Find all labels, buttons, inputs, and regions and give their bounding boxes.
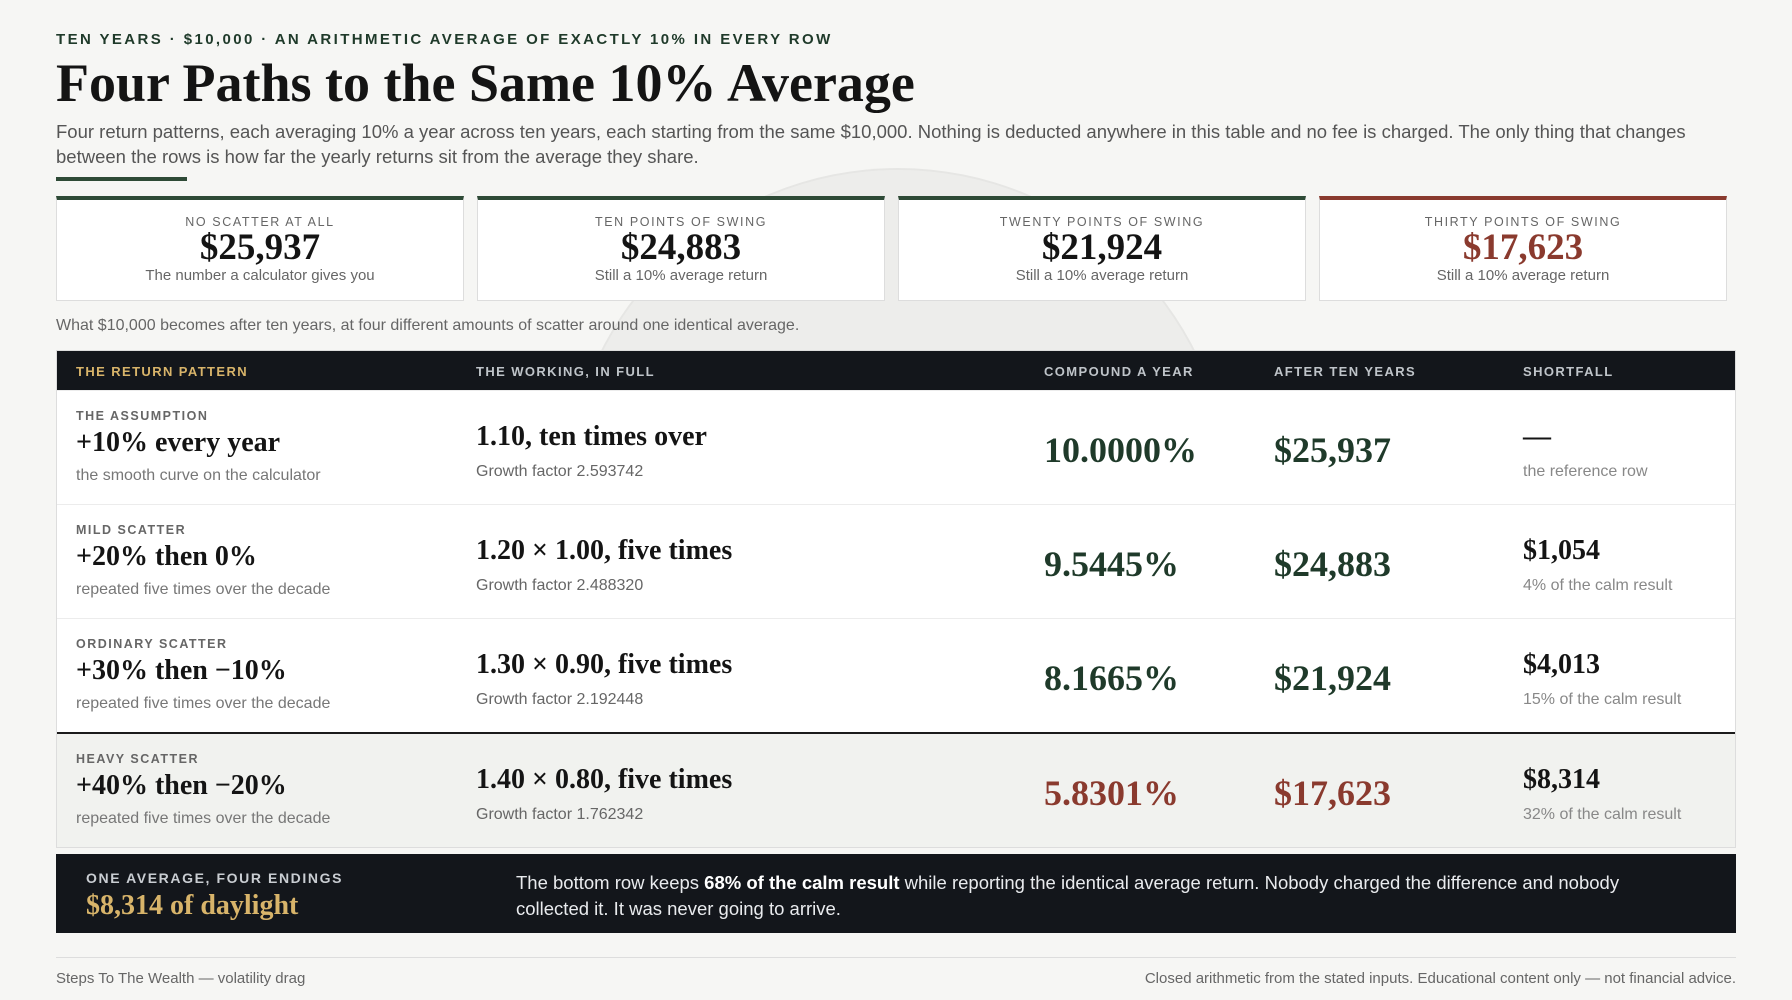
column-header: THE WORKING, IN FULL xyxy=(476,364,655,379)
pattern-label: HEAVY SCATTER xyxy=(76,752,199,766)
card-note: Still a 10% average return xyxy=(1436,267,1610,284)
card-label: THIRTY POINTS OF SWING xyxy=(1424,215,1622,229)
table-row: THE ASSUMPTION +10% every year the smooth … xyxy=(57,390,1735,504)
stat-card: THIRTY POINTS OF SWING $17,623 Still a 10%… xyxy=(1319,196,1727,301)
stat-card: TEN POINTS OF SWING $24,883 Still a 10% av… xyxy=(477,196,885,301)
growth-factor: Growth factor 2.192448 xyxy=(476,691,644,708)
shortfall-note: 32% of the calm result xyxy=(1523,806,1682,823)
table-header: THE RETURN PATTERN THE WORKING, IN FULL CO… xyxy=(57,351,1735,390)
compound-rate: 9.5445% xyxy=(1044,544,1179,584)
kicker: TEN YEARS · $10,000 · AN ARITHMETIC AVER… xyxy=(56,31,833,48)
column-header: THE RETURN PATTERN xyxy=(76,364,249,379)
pattern: +30% then −10% xyxy=(76,655,287,686)
pattern: +40% then −20% xyxy=(76,770,287,801)
growth-factor: Growth factor 1.762342 xyxy=(476,806,644,823)
description: Four return patterns, each averaging 10%… xyxy=(56,121,1686,167)
shortfall: — xyxy=(1523,421,1551,452)
result: $25,937 xyxy=(1274,430,1391,470)
card-note: Still a 10% average return xyxy=(1015,267,1189,284)
footer-rule xyxy=(56,957,1736,958)
working: 1.20 × 1.00, five times xyxy=(476,535,733,566)
text: The bottom row keeps xyxy=(516,872,705,893)
stat-card: NO SCATTER AT ALL $25,937 The number a cal… xyxy=(56,196,464,301)
pattern-note: repeated five times over the decade xyxy=(76,810,331,827)
compound-rate: 8.1665% xyxy=(1044,658,1179,698)
title: Four Paths to the Same 10% Average xyxy=(56,53,915,113)
pattern-note: repeated five times over the decade xyxy=(76,581,331,598)
table-row: MILD SCATTER +20% then 0% repeated five ti… xyxy=(57,504,1735,618)
card-label: TEN POINTS OF SWING xyxy=(594,215,768,229)
stat-card: TWENTY POINTS OF SWING $21,924 Still a 10%… xyxy=(898,196,1306,301)
summary-kicker: ONE AVERAGE, FOUR ENDINGS xyxy=(86,870,344,886)
card-value: $17,623 xyxy=(1462,227,1584,268)
accent-bar xyxy=(56,177,187,181)
column-header: SHORTFALL xyxy=(1523,364,1614,379)
column-header: COMPOUND A YEAR xyxy=(1044,364,1194,379)
table: THE RETURN PATTERN THE WORKING, IN FULL CO… xyxy=(56,350,1736,848)
footer-right: Closed arithmetic from the stated inputs… xyxy=(1144,970,1736,987)
table-row: ORDINARY SCATTER +30% then −10% repeated f… xyxy=(57,618,1735,732)
shortfall-note: 4% of the calm result xyxy=(1523,577,1673,594)
working: 1.10, ten times over xyxy=(476,421,707,452)
card-label: NO SCATTER AT ALL xyxy=(185,215,335,229)
result: $24,883 xyxy=(1274,544,1391,584)
compound-rate: 5.8301% xyxy=(1044,773,1179,813)
shortfall-note: the reference row xyxy=(1523,463,1648,480)
table-row: HEAVY SCATTER +40% then −20% repeated five… xyxy=(57,732,1735,847)
pattern-label: ORDINARY SCATTER xyxy=(76,637,228,651)
column-header: AFTER TEN YEARS xyxy=(1274,364,1417,379)
cards: NO SCATTER AT ALL $25,937 The number a cal… xyxy=(56,196,1727,301)
card-label: TWENTY POINTS OF SWING xyxy=(999,215,1205,229)
shortfall: $8,314 xyxy=(1523,764,1600,795)
text: while reporting the identical average re… xyxy=(516,872,1620,919)
compound-rate: 10.0000% xyxy=(1044,430,1197,470)
pattern: +20% then 0% xyxy=(76,541,257,572)
caption: What $10,000 becomes after ten years, at… xyxy=(56,317,800,334)
pattern-note: repeated five times over the decade xyxy=(76,695,331,712)
summary-headline: $8,314 of daylight xyxy=(86,890,299,921)
card-value: $25,937 xyxy=(199,227,321,268)
pattern-label: THE ASSUMPTION xyxy=(76,409,209,423)
working: 1.40 × 0.80, five times xyxy=(476,764,733,795)
result: $17,623 xyxy=(1274,773,1391,813)
pattern-label: MILD SCATTER xyxy=(76,523,187,537)
footer-left: Steps To The Wealth — volatility drag xyxy=(56,970,306,987)
growth-factor: Growth factor 2.488320 xyxy=(476,577,644,594)
card-value: $24,883 xyxy=(620,227,742,268)
growth-factor: Growth factor 2.593742 xyxy=(476,463,644,480)
pattern-note: the smooth curve on the calculator xyxy=(76,467,321,484)
card-note: The number a calculator gives you xyxy=(145,267,375,284)
shortfall-note: 15% of the calm result xyxy=(1523,691,1682,708)
summary-text: The bottom row keeps 68% of the calm res… xyxy=(516,870,1676,922)
summary-banner: ONE AVERAGE, FOUR ENDINGS $8,314 of dayl… xyxy=(56,854,1736,933)
shortfall: $4,013 xyxy=(1523,649,1600,680)
pattern: +10% every year xyxy=(76,427,281,458)
emphasis: 68% of the calm result xyxy=(704,872,900,893)
shortfall: $1,054 xyxy=(1523,535,1600,566)
result: $21,924 xyxy=(1274,658,1391,698)
card-note: Still a 10% average return xyxy=(594,267,768,284)
working: 1.30 × 0.90, five times xyxy=(476,649,733,680)
card-value: $21,924 xyxy=(1041,227,1163,268)
